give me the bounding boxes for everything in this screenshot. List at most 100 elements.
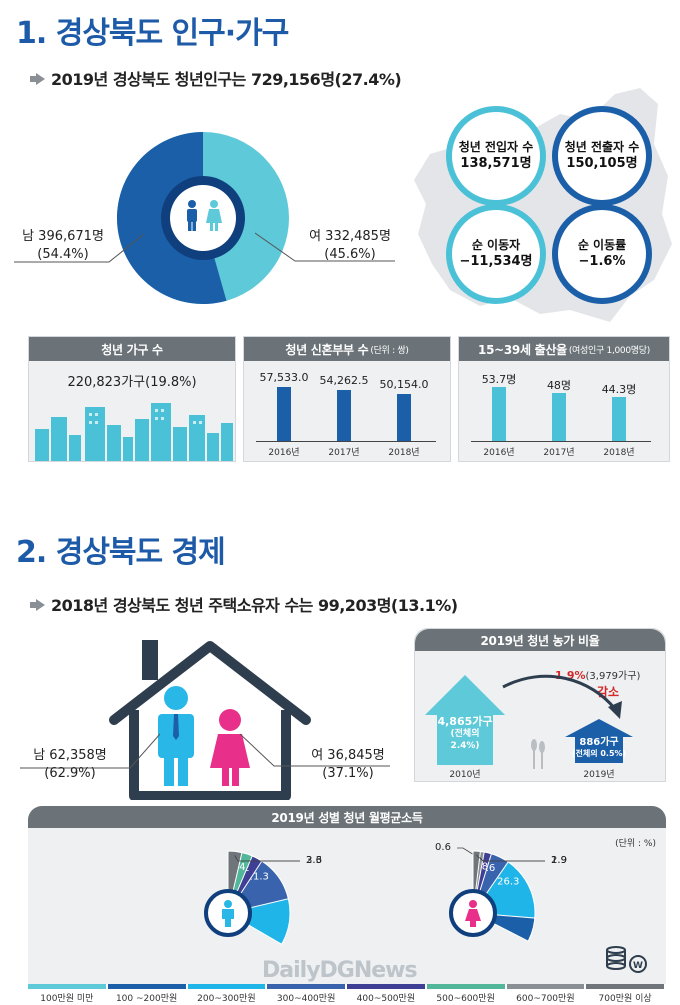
households-panel-title: 청년 가구 수 bbox=[29, 337, 235, 361]
bar-year-label-2: 2018년 bbox=[603, 448, 635, 458]
woman-figure-icon bbox=[210, 709, 250, 786]
bar-year-label-2: 2018년 bbox=[388, 448, 420, 458]
bar-year-label-0: 2016년 bbox=[483, 448, 515, 458]
legend-item-1: 100 ~200만원 bbox=[107, 984, 186, 1005]
house-2010-icon bbox=[425, 675, 505, 765]
stat-inflow-value: 138,571명 bbox=[460, 156, 532, 172]
bar-0 bbox=[492, 387, 506, 441]
bar-axis-line bbox=[256, 441, 436, 442]
money-coins-icon: W bbox=[606, 946, 647, 973]
female-count: 여 332,485명 bbox=[309, 229, 391, 244]
legend-label: 100 ~200만원 bbox=[115, 994, 178, 1004]
stat-rate-value: −1.6% bbox=[578, 254, 626, 270]
legend-swatch bbox=[506, 984, 585, 989]
legend-label: 700만원 이상 bbox=[598, 994, 652, 1004]
farm-graphic bbox=[425, 674, 633, 769]
legend-label: 500~600만원 bbox=[436, 994, 495, 1004]
bar-year-label-1: 2017년 bbox=[543, 448, 575, 458]
bar-value-label-0: 53.7명 bbox=[481, 373, 517, 387]
households-panel: 청년 가구 수 220,823가구(19.8%) bbox=[28, 336, 236, 462]
house-2019-icon bbox=[565, 719, 633, 763]
income-label-1-7: 1.9 bbox=[551, 855, 567, 866]
income-leader-1-5 bbox=[457, 847, 475, 856]
farm-2010-share: (전체의 2.4%) bbox=[450, 729, 480, 751]
section2-subtitle: 2018년 경상북도 청년 주택소유자 수는 99,203명(13.1%) bbox=[30, 592, 458, 616]
farm-2019-values: 886가구 (전체의 0.5%) bbox=[571, 737, 627, 759]
households-value: 220,823가구(19.8%) bbox=[67, 375, 197, 390]
farm-2019-count: 886가구 bbox=[579, 737, 619, 748]
bar-value-label-1: 48명 bbox=[546, 379, 572, 392]
legend-item-3: 300~400만원 bbox=[267, 984, 345, 1005]
farm-2019-share: (전체의 0.5%) bbox=[571, 749, 627, 758]
female-population-label: 여 332,485명 (45.6%) bbox=[303, 228, 397, 263]
income-leader-1-7 bbox=[476, 854, 545, 862]
legend-swatch bbox=[347, 984, 425, 989]
bar-value-label-2: 50,154.0 bbox=[379, 378, 429, 392]
farm-title-text: 2019년 청년 농가 비율 bbox=[480, 633, 600, 648]
owner-female-count: 여 36,845명 bbox=[311, 748, 385, 763]
legend-label: 100만원 미만 bbox=[40, 994, 94, 1004]
city-skyline-icon bbox=[35, 403, 233, 461]
legend-swatch bbox=[267, 984, 345, 989]
farm-change-count: (3,979가구) bbox=[585, 671, 641, 682]
house-icon bbox=[109, 640, 311, 800]
legend-item-7: 700만원 이상 bbox=[586, 984, 664, 1005]
female-leader-line bbox=[255, 232, 395, 262]
legend-item-4: 400~500만원 bbox=[347, 984, 425, 1005]
income-panel: 2019년 성별 청년 월평균소득 (단위 : %) 12.411.433.42… bbox=[28, 806, 666, 984]
income-label-0-7: 3.6 bbox=[306, 855, 322, 866]
section1-subtitle: 2019년 경상북도 청년인구는 729,156명(27.4%) bbox=[30, 66, 402, 90]
bar-year-label-1: 2017년 bbox=[328, 448, 360, 458]
income-panel-title: 2019년 성별 청년 월평균소득 bbox=[28, 806, 666, 828]
fertility-panel: 15~39세 출산율 (여성인구 1,000명당) 53.7명 2016년 48명 20… bbox=[458, 336, 670, 462]
stat-net-label: 순 이동자 bbox=[471, 238, 521, 253]
section2-subtitle-text: 2018년 경상북도 청년 주택소유자 수는 99,203명(13.1%) bbox=[51, 596, 458, 615]
stat-outflow-value: 150,105명 bbox=[566, 156, 638, 172]
income-label-1-5: 0.6 bbox=[435, 842, 451, 853]
bar-0 bbox=[277, 387, 291, 441]
stat-inflow-label: 청년 전입자 수 bbox=[458, 140, 534, 155]
income-label-1-2: 26.3 bbox=[497, 876, 519, 887]
decrease-arrow-icon bbox=[502, 674, 617, 710]
stat-net-value: −11,534명 bbox=[459, 254, 533, 270]
income-leader-0-7 bbox=[234, 855, 300, 862]
farm-panel-title: 2019년 청년 농가 비율 bbox=[415, 629, 665, 651]
watermark-logo: DailyDGNews bbox=[262, 958, 418, 983]
marriages-title-text: 청년 신혼부부 수 bbox=[285, 342, 369, 357]
legend-label: 600~700만원 bbox=[516, 994, 575, 1004]
female-pct: (45.6%) bbox=[324, 246, 376, 262]
income-label-1-6: 2.9 bbox=[551, 855, 567, 866]
bar-value-label-2: 44.3명 bbox=[601, 382, 637, 396]
bar-1 bbox=[552, 393, 566, 441]
income-charts: 12.411.433.421.39.26.42.33.621.432.526.3… bbox=[204, 842, 567, 945]
legend-label: 400~500만원 bbox=[356, 994, 416, 1004]
legend-item-5: 500~600만원 bbox=[426, 984, 505, 1005]
income-unit: (단위 : %) bbox=[615, 839, 656, 849]
legend-item-6: 600~700만원 bbox=[506, 984, 585, 1005]
legend-swatch bbox=[586, 984, 664, 989]
fertility-title-text: 15~39세 출산율 bbox=[478, 342, 567, 357]
bar-2 bbox=[397, 394, 411, 441]
legend-label: 200~300만원 bbox=[197, 994, 256, 1004]
male-leader-line bbox=[14, 233, 144, 263]
man-figure-icon bbox=[158, 686, 194, 786]
stat-outflow-label: 청년 전출자 수 bbox=[564, 140, 640, 155]
farm-2019-year: 2019년 bbox=[583, 770, 615, 780]
marriages-panel: 청년 신혼부부 수 (단위 : 쌍) 57,533.0 2016년 54,262.5 2… bbox=[243, 336, 451, 462]
section1-subtitle-text: 2019년 경상북도 청년인구는 729,156명(27.4%) bbox=[51, 70, 402, 89]
svg-text:W: W bbox=[633, 961, 643, 971]
bar-1 bbox=[337, 390, 351, 441]
bar-year-label-0: 2016년 bbox=[268, 448, 300, 458]
farm-panel: 2019년 청년 농가 비율 1.9%(3,979가구) 감소 4,865가구 … bbox=[414, 628, 666, 782]
households-title-text: 청년 가구 수 bbox=[101, 342, 163, 357]
fertility-unit: (여성인구 1,000명당) bbox=[568, 345, 650, 356]
marriages-panel-title: 청년 신혼부부 수 (단위 : 쌍) bbox=[244, 337, 450, 361]
marriages-chart: 57,533.0 2016년 54,262.5 2017년 50,154.0 2018년 bbox=[244, 361, 450, 461]
legend-item-0: 100만원 미만 bbox=[28, 984, 106, 1005]
legend-item-2: 200~300만원 bbox=[187, 984, 266, 1005]
income-title-text: 2019년 성별 청년 월평균소득 bbox=[271, 810, 423, 825]
owner-male-pct: (62.9%) bbox=[44, 765, 96, 781]
people-icon bbox=[187, 200, 222, 231]
house-female-leader bbox=[240, 733, 390, 767]
income-label-0-6: 2.3 bbox=[306, 855, 322, 866]
